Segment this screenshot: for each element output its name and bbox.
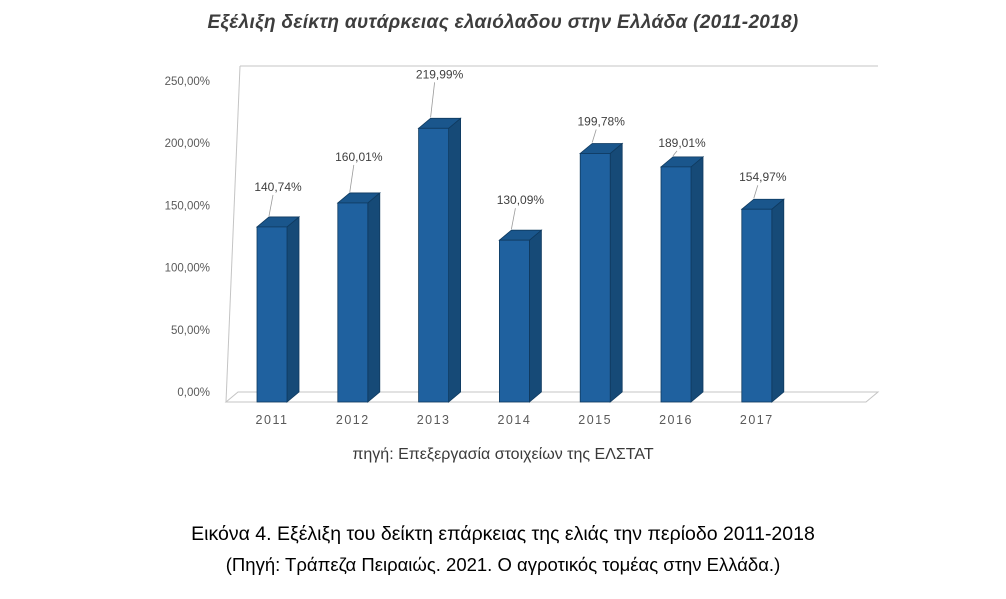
bar-value-label: 219,99%: [416, 67, 464, 81]
bar-value-label: 140,74%: [254, 180, 302, 194]
bar-value-label: 199,78%: [578, 114, 626, 128]
bar-front-face: [579, 153, 611, 403]
y-tick-label: 0,00%: [177, 387, 210, 399]
y-tick-label: 100,00%: [165, 263, 210, 275]
x-axis-label: 2013: [417, 413, 451, 427]
chart-title: Εξέλιξη δείκτη αυτάρκειας ελαιόλαδου στη…: [207, 12, 799, 33]
bar-value-label: 189,01%: [658, 136, 706, 150]
value-label-leader-line: [591, 129, 597, 143]
bar-value-label: 154,97%: [739, 170, 787, 184]
bar-front-face: [498, 239, 530, 403]
x-axis-label: 2014: [497, 413, 531, 427]
bar-2015: 199,78%: [578, 114, 626, 403]
y-axis-tick-labels: 0,00% 50,00% 100,00% 150,00% 200,00% 250,00%: [165, 76, 210, 399]
plot-left-axis-line: [225, 65, 241, 403]
bar-side-face: [690, 156, 704, 403]
value-label-leader-line: [268, 194, 274, 216]
bar-side-face: [609, 142, 623, 403]
plot-floor: [224, 391, 880, 403]
value-label-leader-line: [753, 185, 759, 199]
bar-front-face: [256, 226, 288, 403]
bar-front-face: [741, 208, 773, 403]
bar-side-face: [448, 117, 462, 403]
bar-front-face: [337, 202, 369, 403]
y-tick-label: 150,00%: [165, 200, 210, 212]
bar-side-face: [367, 192, 381, 403]
chart-frame: [224, 65, 880, 403]
bar-2016: 189,01%: [658, 136, 706, 403]
bar-value-label: 130,09%: [497, 193, 545, 207]
x-axis-label: 2017: [740, 413, 774, 427]
bar-2013: 219,99%: [416, 67, 464, 403]
bar-value-label: 160,01%: [335, 150, 383, 164]
x-axis-label: 2015: [578, 413, 612, 427]
chart-source-note: πηγή: Επεξεργασία στοιχείων της ΕΛΣΤΑΤ: [352, 446, 654, 463]
bar-front-face: [660, 166, 692, 403]
y-tick-label: 200,00%: [165, 138, 210, 150]
bar-side-face: [529, 229, 542, 403]
x-axis-label: 2012: [336, 413, 370, 427]
value-label-leader-line: [511, 208, 516, 230]
x-axis-label: 2016: [659, 413, 693, 427]
bar-side-face: [286, 216, 300, 403]
x-axis-label: 2011: [256, 413, 289, 427]
bar-2014: 130,09%: [497, 193, 545, 403]
y-tick-label: 50,00%: [171, 325, 210, 337]
self-sufficiency-bar-chart: 0,00% 50,00% 100,00% 150,00% 200,00% 250,00% 1…: [165, 65, 880, 427]
value-label-leader-line: [349, 164, 355, 193]
bar-2011: 140,74%: [254, 180, 302, 403]
figure-caption: Εικόνα 4. Εξέλιξη του δείκτη επάρκειας τ…: [191, 523, 815, 545]
bar-front-face: [418, 127, 450, 403]
value-label-leader-line: [672, 150, 678, 157]
value-label-leader-line: [430, 82, 435, 118]
figure-caption-source: (Πηγή: Τράπεζα Πειραιώς. 2021. Ο αγροτικ…: [225, 554, 781, 575]
y-tick-label: 250,00%: [165, 76, 210, 88]
bar-2017: 154,97%: [739, 170, 787, 403]
bar-2012: 160,01%: [335, 150, 383, 403]
bar-side-face: [771, 198, 785, 403]
